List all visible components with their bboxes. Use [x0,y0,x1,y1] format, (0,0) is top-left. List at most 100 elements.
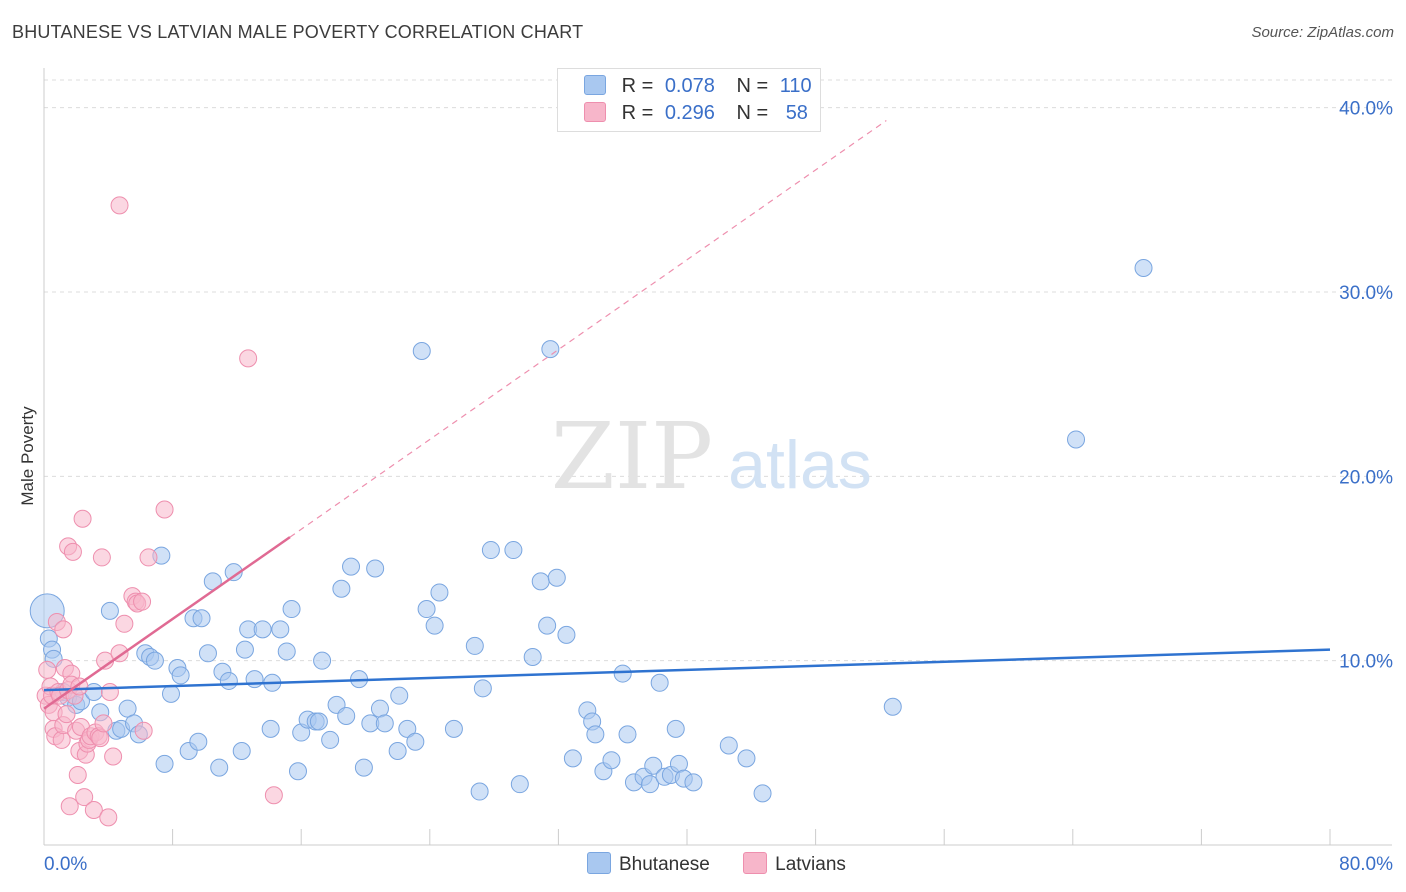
latvian-point [133,592,152,611]
bhutanese-point [737,749,756,768]
watermark-zip: ZIP [551,403,713,510]
latvian-point [239,349,258,368]
legend-r-value: 0.296 [664,102,715,124]
legend-swatch-blue [587,852,611,874]
latvian-point [92,548,111,567]
bhutanese-point [465,636,484,655]
latvian-point [104,747,123,766]
legend-n-label: N = [736,75,769,97]
axes [43,68,1392,846]
legend-item-bhutanese: Bhutanese [587,852,710,876]
bhutanese-point [388,741,407,760]
chart-title: BHUTANESE VS LATVIAN MALE POVERTY CORREL… [12,22,584,42]
bhutanese-point [271,620,290,639]
bhutanese-point [473,679,492,698]
bhutanese-point [563,749,582,768]
legend-label-latvians: Latvians [775,854,846,875]
legend-label-bhutanese: Bhutanese [619,854,710,875]
latvian-point [155,500,174,519]
bhutanese-point [541,340,560,359]
bhutanese-point [224,563,243,582]
bhutanese-point [510,775,529,794]
x-tick-label: 80.0% [1339,854,1393,875]
source-label: Source: ZipAtlas.com [1251,24,1394,41]
watermark-atlas: atlas [728,427,872,503]
bhutanese-point [684,773,703,792]
latvian-trend-line [43,536,291,710]
tick-labels: 10.0% 20.0% 30.0% 40.0% 0.0% 80.0% [44,99,1393,875]
bhutanese-point [288,762,307,781]
bhutanese-point [644,756,663,775]
bhutanese-point [1134,259,1153,278]
bhutanese-point [253,620,272,639]
latvian-point [91,729,110,748]
bhutanese-point [145,651,164,670]
bhutanese-point [375,714,394,733]
latvian-point [57,705,76,724]
bhutanese-point [210,758,229,777]
latvian-point [115,614,134,633]
legend-row-bhutanese: R = 0.078 N = 110 [584,75,812,99]
y-tick-label: 40.0% [1339,99,1393,120]
latvian-point [134,721,153,740]
gridlines [44,79,1392,662]
legend-n-value: 58 [785,102,808,124]
bhutanese-point [719,736,738,755]
bhutanese-point [198,644,217,663]
bhutanese-point [641,775,660,794]
bhutanese-point [547,568,566,587]
bhutanese-point [282,600,301,619]
latvian-point [264,786,283,805]
bhutanese-point [332,579,351,598]
legend-n-label: N = [736,102,769,124]
latvian-point [94,714,113,733]
bhutanese-point [481,541,500,560]
latvian-point [110,196,129,215]
data-points [29,196,1153,827]
latvian-trend-extension [289,120,887,538]
latvian-point [100,683,119,701]
bhutanese-point [366,559,385,578]
bhutanese-point [883,697,902,716]
bhutanese-point [666,719,685,738]
bhutanese-point [232,741,251,760]
latvian-point [73,509,92,528]
latvian-point [84,800,103,819]
bhutanese-point [354,758,373,777]
bhutanese-point [342,557,361,576]
bhutanese-point [171,666,190,685]
legend-r-label: R = [621,75,654,97]
series-legend: Bhutanese Latvians [587,852,874,876]
bhutanese-point [650,673,669,692]
bhutanese-point [1067,430,1086,449]
latvian-point [99,808,118,827]
y-tick-label: 20.0% [1339,467,1393,488]
latvian-point [139,548,158,567]
legend-r-label: R = [621,102,654,124]
bhutanese-point [523,647,542,666]
latvian-point [75,788,94,807]
bhutanese-point [753,784,772,803]
bhutanese-point [309,712,328,731]
legend-swatch-blue [584,75,606,95]
bhutanese-point [390,686,409,705]
bhutanese-point [161,684,180,703]
legend-row-latvians: R = 0.296 N = 58 [584,102,808,126]
x-tick-label: 0.0% [44,854,87,875]
bhutanese-point [618,725,637,744]
bhutanese-point [412,341,431,360]
bhutanese-point [470,782,489,801]
watermark: ZIP atlas [551,403,872,510]
bhutanese-point [155,754,174,773]
legend-item-latvians: Latvians [743,852,846,876]
bhutanese-point [444,719,463,738]
bhutanese-point [406,732,425,751]
trend-lines [43,120,1331,710]
bhutanese-point [398,719,417,738]
legend-swatch-pink [584,102,606,122]
legend-swatch-pink [743,852,768,874]
bhutanese-trend-line [43,648,1331,692]
bhutanese-point [613,664,632,683]
y-tick-label: 10.0% [1339,652,1393,673]
